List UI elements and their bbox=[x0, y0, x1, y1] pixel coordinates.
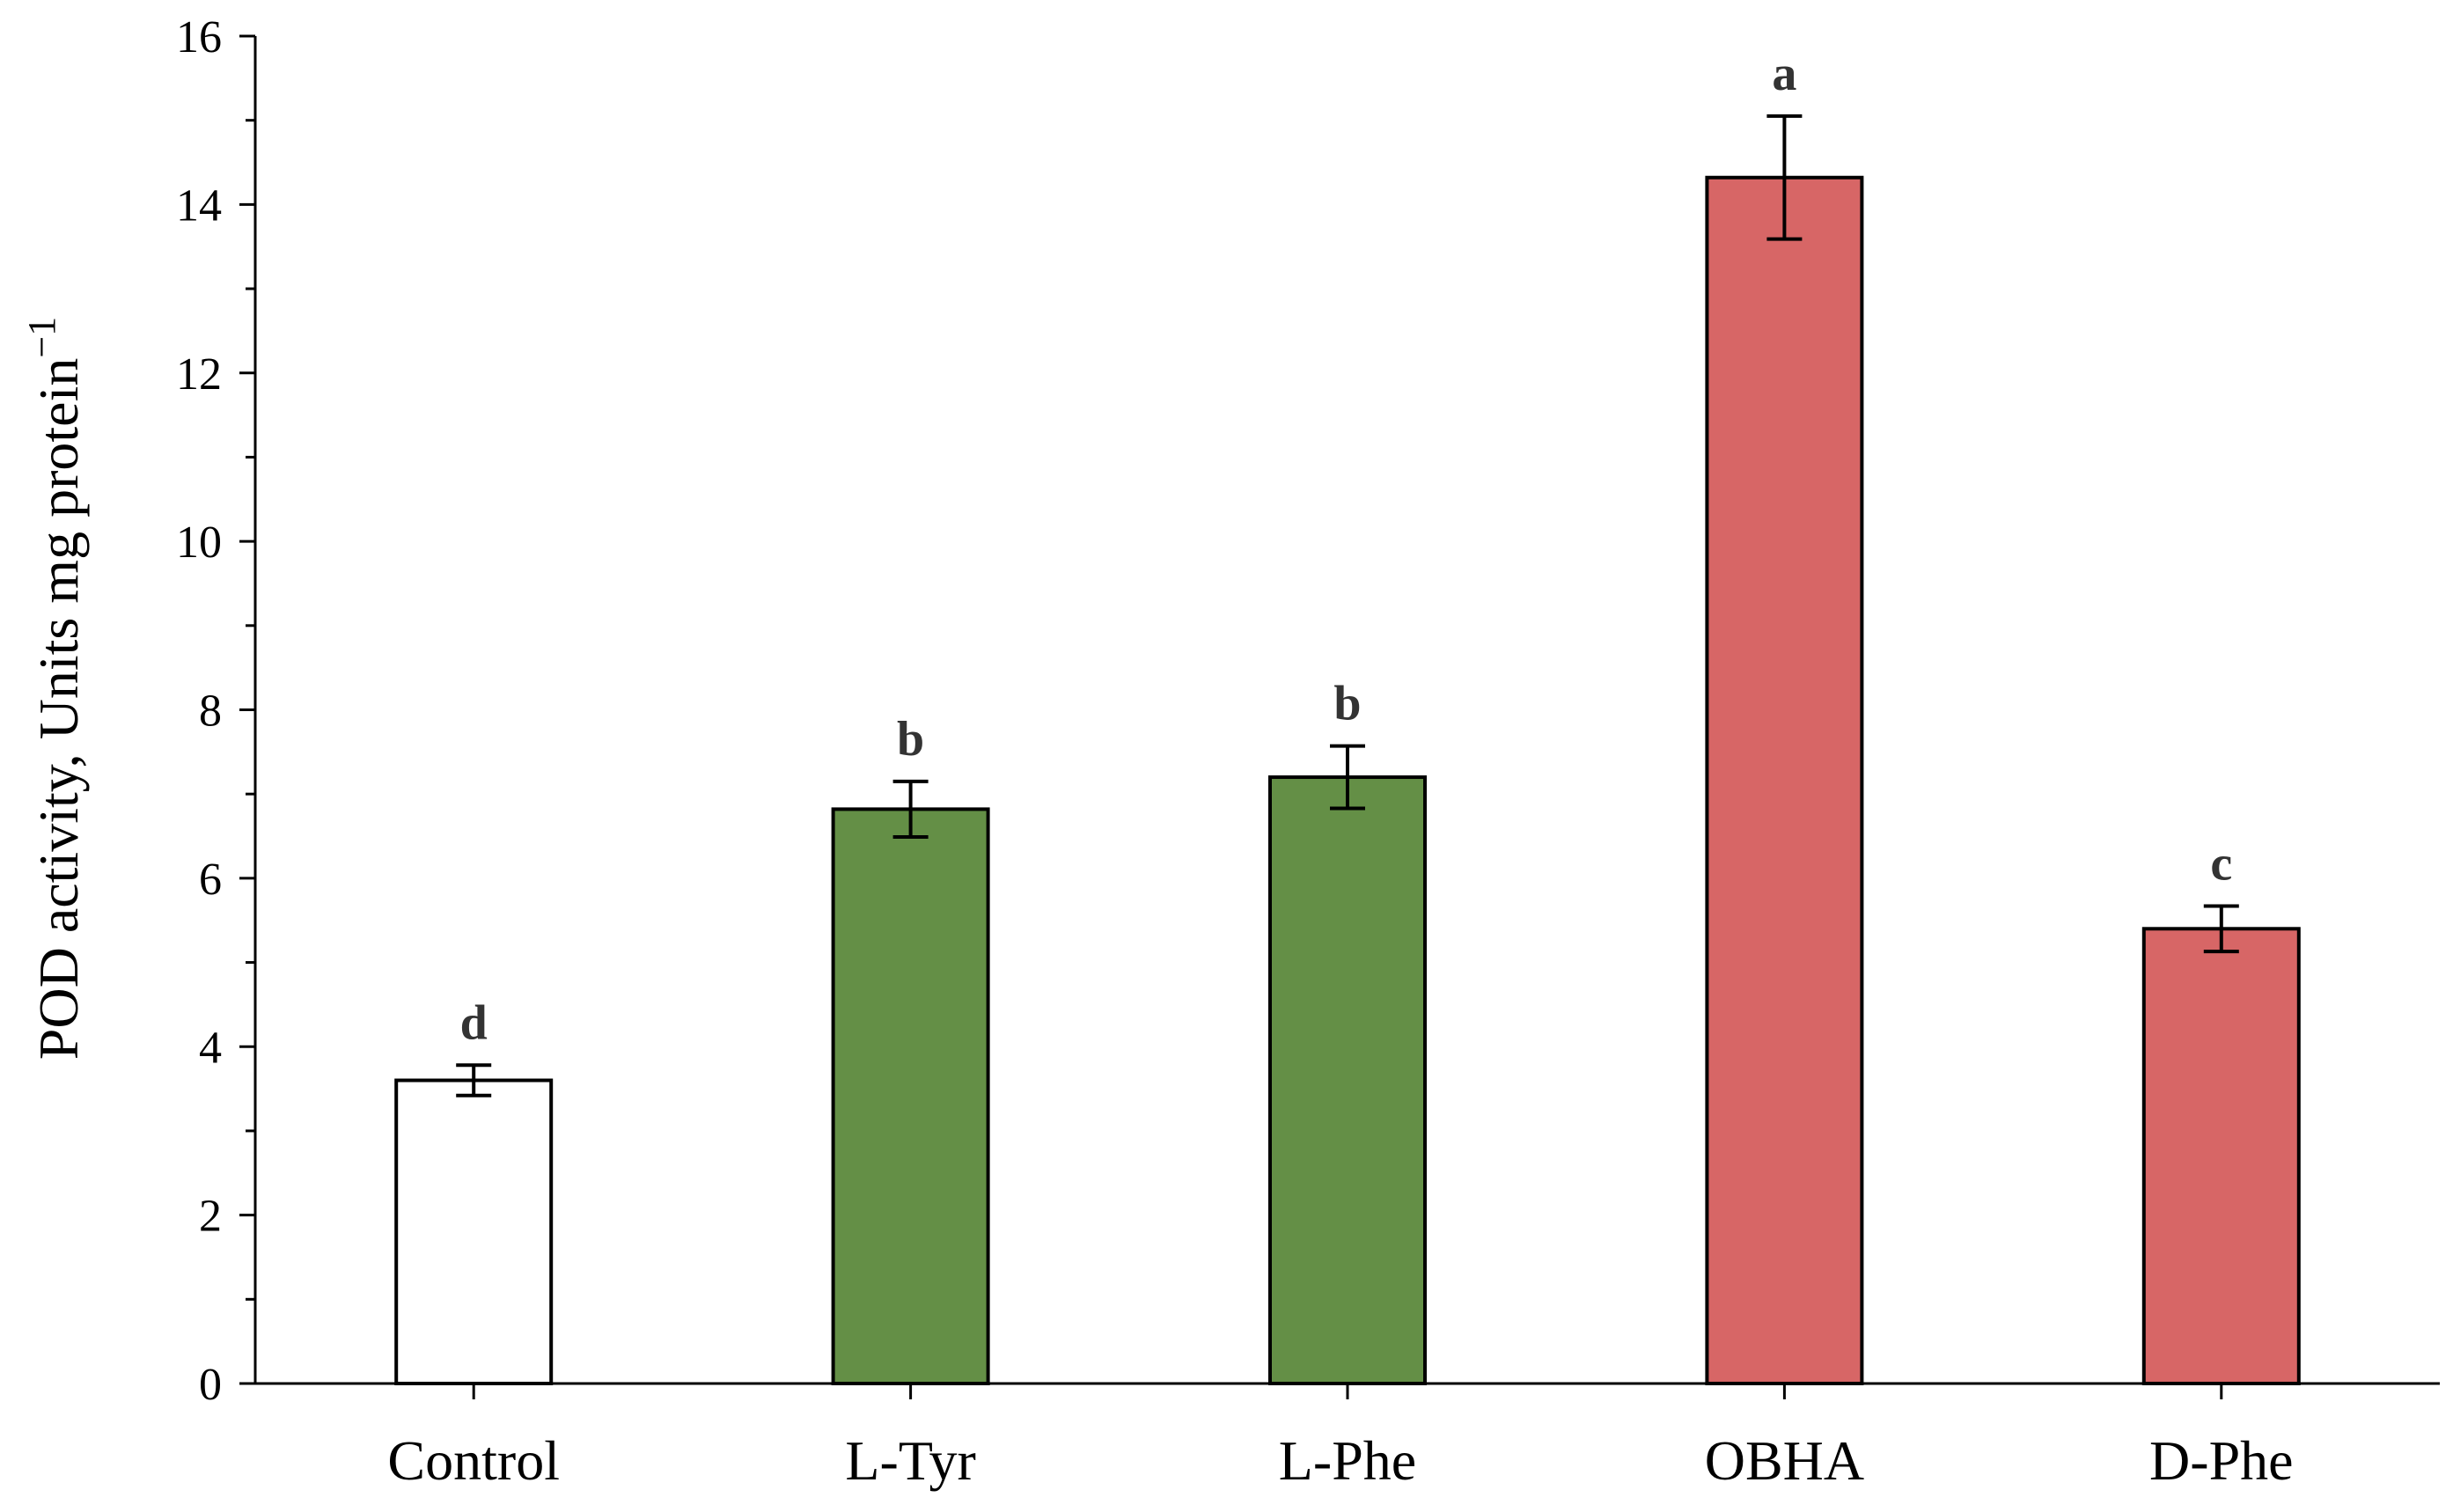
x-tick-label-obha: OBHA bbox=[1705, 1429, 1864, 1492]
error-bars-layer bbox=[456, 114, 2239, 1097]
x-tick-label-control: Control bbox=[387, 1429, 560, 1492]
x-tick-labels-layer: Control L-Tyr L-Phe OBHA D-Phe bbox=[387, 1429, 2293, 1492]
significance-label-l-phe: b bbox=[1333, 677, 1361, 731]
error-bar-control bbox=[456, 1063, 492, 1097]
x-tick-label-l-phe: L-Phe bbox=[1279, 1429, 1416, 1492]
significance-label-l-tyr: b bbox=[897, 712, 924, 767]
x-tick-label-d-phe: D-Phe bbox=[2149, 1429, 2294, 1492]
y-tick-label: 4 bbox=[199, 1023, 222, 1073]
significance-label-obha: a bbox=[1772, 47, 1796, 101]
y-tick-label: 10 bbox=[176, 517, 222, 568]
significance-label-d-phe: c bbox=[2210, 836, 2232, 891]
y-tick-label: 8 bbox=[199, 686, 222, 737]
y-axis-title-main: POD activity, Units mg protein bbox=[27, 358, 90, 1061]
y-tick-label: 12 bbox=[176, 349, 222, 400]
axes-layer bbox=[239, 34, 2440, 1399]
error-bar-d-phe bbox=[2203, 904, 2239, 954]
y-tick-labels-layer: 0 2 4 6 8 10 12 14 16 bbox=[176, 12, 222, 1410]
bar-d-phe bbox=[2141, 927, 2301, 1385]
significance-labels-layer: d b b a c bbox=[460, 47, 2233, 1050]
bar-l-tyr bbox=[831, 807, 990, 1385]
bar-control bbox=[394, 1078, 554, 1386]
error-bar-obha bbox=[1766, 114, 1803, 241]
y-axis-title: POD activity, Units mg protein−1 bbox=[20, 317, 90, 1060]
significance-label-control: d bbox=[460, 995, 488, 1050]
y-tick-label: 6 bbox=[199, 855, 222, 905]
error-bar-l-phe bbox=[1330, 744, 1365, 811]
y-axis-title-superscript: −1 bbox=[20, 317, 63, 358]
bar-l-phe bbox=[1268, 775, 1427, 1385]
y-tick-label: 14 bbox=[176, 180, 222, 231]
y-tick-label: 16 bbox=[176, 12, 222, 62]
bar-obha bbox=[1705, 175, 1864, 1385]
y-tick-label: 0 bbox=[199, 1360, 222, 1410]
y-tick-label: 2 bbox=[199, 1192, 222, 1242]
x-tick-label-l-tyr: L-Tyr bbox=[845, 1429, 975, 1492]
error-bar-l-tyr bbox=[892, 779, 929, 839]
